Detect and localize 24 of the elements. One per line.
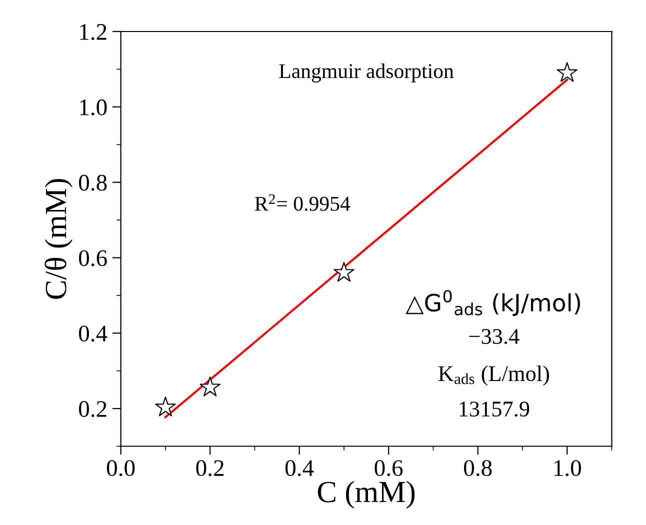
x-tick-label: 0.0 xyxy=(106,460,135,476)
point xyxy=(155,396,176,416)
x-tick-label: 1.0 xyxy=(554,460,581,476)
annotation: K$_{ads}$ (L/mol) xyxy=(438,366,549,386)
x-tick-label: 0.4 xyxy=(285,460,314,476)
annotation: R$^{2}$= 0.9954 xyxy=(254,194,350,211)
y-tick-label: 0.4 xyxy=(78,326,108,342)
point xyxy=(200,376,220,396)
x-axis-title: C (mM) xyxy=(318,480,415,509)
annotation: Langmuir adsorption xyxy=(279,64,454,82)
x-tick-label: 0.2 xyxy=(196,460,224,476)
y-tick-label: 1.2 xyxy=(80,24,106,40)
y-tick-label: 0.2 xyxy=(78,401,106,418)
annotation: −33.4 xyxy=(469,329,520,344)
y-tick-label: 0.8 xyxy=(78,174,107,191)
y-tick-label: 1.0 xyxy=(80,99,107,116)
point xyxy=(334,262,354,282)
y-tick-label: 0.6 xyxy=(78,250,107,266)
x-tick-label: 0.8 xyxy=(464,460,492,476)
x-tick-label: 0.6 xyxy=(374,460,403,476)
annotation: 13157.9 xyxy=(460,402,530,417)
annotation: △G$^{0}$$_{ads}$ (kJ/mol) xyxy=(406,290,580,316)
y-axis-title: C/θ (mM) xyxy=(44,179,73,299)
point xyxy=(556,62,578,82)
